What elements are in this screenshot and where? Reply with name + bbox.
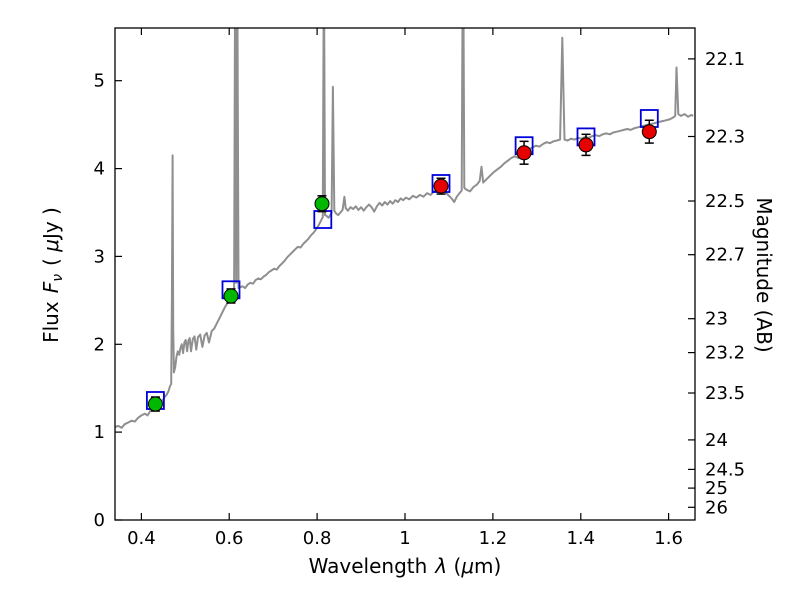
observed-optical-points: [147, 196, 330, 412]
magnitude-tick-label: 23.2: [705, 343, 745, 364]
model-photometry-squares: [145, 109, 659, 410]
x-axis-ticks: 0.4 0.6 0.8 1 1.2 1.4 1.6: [127, 28, 683, 549]
model-spectrum-line: [115, 28, 694, 429]
magnitude-tick-label: 22.5: [705, 191, 745, 212]
magnitude-tick-label: 22.3: [705, 127, 745, 148]
magnitude-tick-label: 23.5: [705, 383, 745, 404]
observed-near-infrared-point: [516, 145, 532, 161]
flux-tick-label: 5: [94, 71, 105, 92]
x-tick-label: 1: [399, 528, 410, 549]
x-tick-label: 1.2: [479, 528, 508, 549]
magnitude-tick-label: 26: [705, 497, 728, 518]
observed-near-infrared-points: [433, 124, 657, 194]
y-axis-label-magnitude: Magnitude (AB): [752, 197, 776, 353]
observed-near-infrared-point: [578, 137, 594, 153]
x-tick-label: 0.8: [303, 528, 332, 549]
observed-optical-point: [223, 288, 239, 304]
x-tick-label: 1.4: [566, 528, 595, 549]
flux-tick-label: 3: [94, 246, 105, 267]
mu-symbol: μ: [39, 239, 63, 252]
flux-symbol: F: [39, 281, 63, 294]
flux-tick-label: 0: [94, 510, 105, 531]
mu-symbol: μ: [461, 554, 475, 578]
magnitude-tick-label: 22.1: [705, 49, 745, 70]
flux-tick-label: 1: [94, 422, 105, 443]
axes-frame: [114, 27, 696, 521]
flux-tick-label: 2: [94, 334, 105, 355]
x-tick-label: 0.4: [127, 528, 156, 549]
magnitude-tick-label: 24.5: [705, 459, 745, 480]
flux-tick-label: 4: [94, 159, 105, 180]
x-tick-label: 0.6: [215, 528, 244, 549]
x-axis-label: Wavelength λ (μm): [308, 554, 502, 578]
flux-axis-ticks: 0 1 2 3 4 5: [94, 71, 122, 531]
y-axis-label-flux: FluxFν( μJy ): [39, 207, 66, 343]
observed-optical-point: [314, 196, 330, 212]
observed-near-infrared-point: [641, 124, 657, 140]
magnitude-tick-label: 22.7: [705, 245, 745, 266]
observed-near-infrared-point: [433, 178, 449, 194]
observed-optical-point: [147, 396, 163, 412]
x-axis-label-word: Wavelength: [308, 554, 428, 578]
magnitude-tick-label: 24: [705, 430, 728, 451]
nu-subscript: ν: [50, 273, 66, 282]
magnitude-tick-label: 25: [705, 478, 728, 499]
lambda-symbol: λ: [435, 554, 448, 578]
x-tick-label: 1.6: [654, 528, 683, 549]
flux-label-word: Flux: [39, 301, 63, 343]
magnitude-tick-label: 23: [705, 309, 728, 330]
